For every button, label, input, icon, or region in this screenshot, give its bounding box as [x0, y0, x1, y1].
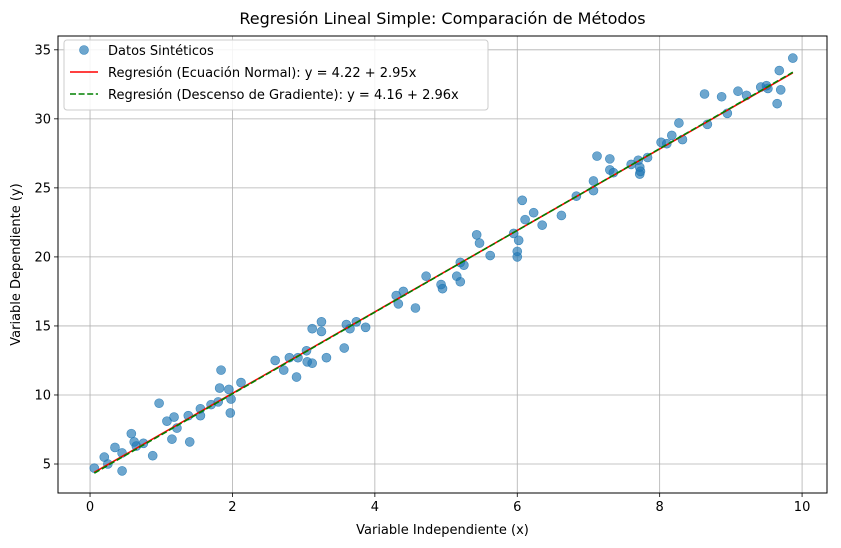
- legend: Datos Sintéticos Regresión (Ecuación Norm…: [63, 39, 489, 111]
- y-tick-label: 30: [34, 112, 51, 127]
- data-point: [307, 358, 317, 369]
- y-tick-label: 20: [34, 250, 51, 265]
- data-point: [214, 383, 225, 393]
- data-point: [225, 408, 236, 418]
- y-tick-label: 35: [34, 43, 51, 58]
- data-point: [520, 214, 530, 225]
- legend-entry-label: Regresión (Ecuación Normal): y = 4.22 + …: [108, 66, 417, 81]
- data-point: [513, 235, 524, 246]
- data-point: [167, 434, 177, 444]
- data-point: [154, 398, 164, 409]
- data-point: [772, 98, 782, 109]
- data-point: [307, 323, 317, 334]
- data-point: [512, 252, 523, 262]
- y-tick-label: 10: [34, 388, 51, 403]
- data-point: [316, 326, 327, 337]
- x-tick-label: 8: [656, 500, 664, 515]
- data-point: [147, 450, 158, 461]
- legend-entry-label: Regresión (Descenso de Gradiente): y = 4…: [108, 88, 459, 103]
- data-point: [666, 130, 677, 141]
- data-point: [291, 372, 302, 382]
- data-point: [393, 299, 404, 309]
- plot-area: [89, 53, 798, 476]
- legend-entry-label: Datos Sintéticos: [108, 44, 214, 59]
- data-point: [674, 118, 684, 128]
- data-point: [588, 176, 599, 186]
- data-point: [316, 316, 327, 327]
- data-point: [236, 377, 246, 388]
- y-tick-label: 25: [34, 181, 51, 196]
- data-point: [528, 207, 539, 218]
- data-point: [474, 238, 485, 248]
- data-point: [455, 276, 466, 287]
- x-tick-label: 2: [228, 500, 236, 515]
- data-point: [278, 365, 289, 375]
- gradient-descent-regression-line: [93, 71, 794, 474]
- data-point: [788, 53, 798, 63]
- data-point: [169, 412, 179, 422]
- data-point: [485, 250, 496, 261]
- data-point: [716, 91, 727, 102]
- x-tick-label: 0: [86, 500, 94, 515]
- data-point: [537, 220, 547, 230]
- data-point: [437, 283, 448, 294]
- x-axis: 0 2 4 6 8 10: [86, 493, 810, 515]
- data-point: [126, 428, 137, 439]
- y-axis: 5 10 15 20 25 30 35: [34, 43, 58, 473]
- data-point: [321, 352, 332, 363]
- data-point: [184, 437, 195, 447]
- data-point: [216, 365, 226, 375]
- data-point: [774, 65, 785, 76]
- y-tick-label: 5: [43, 458, 51, 473]
- data-point: [517, 195, 528, 206]
- chart-title: Regresión Lineal Simple: Comparación de …: [239, 9, 645, 28]
- x-tick-label: 4: [371, 500, 379, 515]
- data-point: [471, 230, 482, 240]
- data-point: [224, 384, 234, 395]
- data-point: [117, 466, 127, 476]
- data-point: [733, 86, 743, 97]
- data-point: [605, 154, 615, 164]
- data-point: [360, 322, 371, 333]
- data-point: [421, 271, 431, 282]
- data-point: [339, 343, 350, 353]
- data-point: [110, 442, 120, 453]
- data-point: [270, 355, 280, 366]
- x-axis-label: Variable Independiente (x): [356, 523, 529, 538]
- data-point: [556, 210, 567, 221]
- data-point: [699, 89, 710, 99]
- legend-box: [63, 39, 489, 111]
- data-point: [592, 151, 602, 161]
- x-tick-label: 6: [513, 500, 521, 515]
- data-point: [635, 166, 646, 177]
- axes-frame: [57, 35, 828, 494]
- data-point: [775, 85, 786, 95]
- x-tick-label: 10: [794, 500, 811, 515]
- data-point: [162, 416, 172, 427]
- legend-marker-scatter: [79, 45, 89, 55]
- y-tick-label: 15: [34, 319, 51, 334]
- data-point: [410, 303, 421, 313]
- y-axis-label: Variable Dependiente (y): [9, 183, 24, 345]
